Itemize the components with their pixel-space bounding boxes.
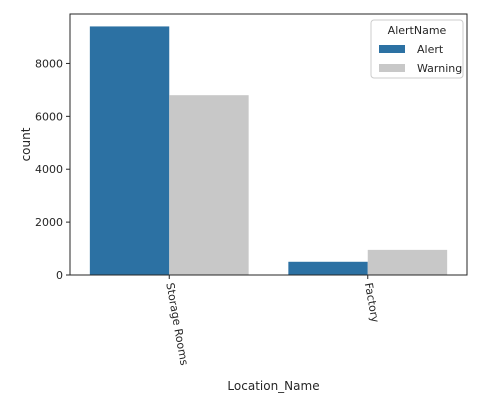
- legend-label-warning: Warning: [417, 62, 462, 75]
- legend-label-alert: Alert: [417, 43, 444, 56]
- bar-alert-storage-rooms: [89, 26, 170, 276]
- bars-group: [89, 26, 448, 276]
- legend-swatch-warning: [379, 64, 405, 72]
- bar-warning-factory: [367, 249, 448, 275]
- legend-swatch-alert: [379, 45, 405, 53]
- x-tick-label: Factory: [362, 282, 382, 324]
- x-tick-label: Storage Rooms: [163, 282, 190, 367]
- y-tick-label: 0: [56, 269, 63, 282]
- x-axis-label: Location_Name: [227, 379, 319, 393]
- y-axis: 0 2000 4000 6000 8000: [35, 57, 70, 282]
- x-axis: Storage Rooms Factory: [163, 275, 382, 367]
- legend-box: [370, 19, 464, 79]
- y-tick-label: 8000: [35, 57, 63, 70]
- bar-alert-factory: [288, 261, 368, 275]
- y-axis-label: count: [19, 127, 33, 161]
- plot-frame: [69, 13, 468, 276]
- y-tick-label: 6000: [35, 110, 63, 123]
- legend-title: AlertName: [388, 24, 447, 37]
- legend: AlertName Alert Warning: [370, 19, 464, 79]
- y-tick-label: 4000: [35, 163, 63, 176]
- bar-warning-storage-rooms: [169, 95, 249, 276]
- y-tick-label: 2000: [35, 216, 63, 229]
